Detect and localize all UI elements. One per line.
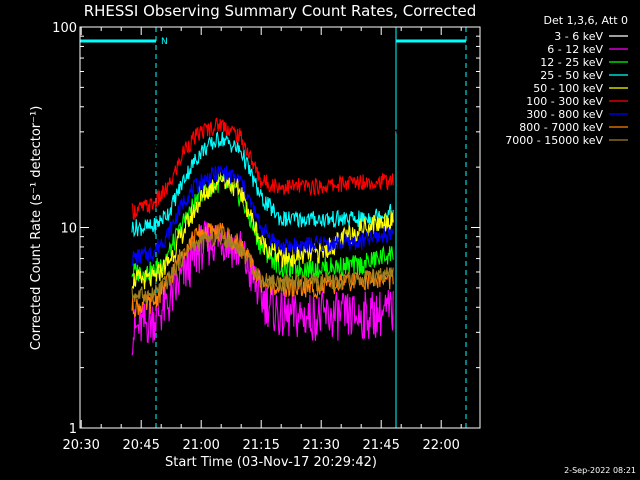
legend-label: 100 - 300 keV	[526, 95, 603, 108]
y-tick-label: 10	[60, 222, 77, 237]
y-tick-label: 100	[52, 21, 77, 36]
series-line-2	[131, 220, 394, 356]
legend-label: 12 - 25 keV	[540, 56, 603, 69]
y-tick-label: 1	[69, 422, 77, 437]
night-marker-label: N	[161, 37, 168, 47]
x-tick-label: 21:00	[182, 438, 219, 453]
series-line-6	[131, 117, 394, 220]
x-tick-label: 20:30	[62, 438, 99, 453]
timestamp-stamp: 2-Sep-2022 08:21	[564, 466, 636, 475]
legend-label: 800 - 7000 keV	[519, 121, 603, 134]
x-tick-label: 21:30	[302, 438, 339, 453]
x-tick-label: 21:15	[242, 438, 279, 453]
legend-label: 6 - 12 keV	[547, 43, 603, 56]
x-axis-label: Start Time (03-Nov-17 20:29:42)	[165, 455, 377, 470]
legend-label: 50 - 100 keV	[533, 82, 603, 95]
series-line-1	[131, 127, 398, 152]
x-tick-label: 22:00	[422, 438, 459, 453]
series-line-7	[131, 164, 394, 266]
chart-title: RHESSI Observing Summary Count Rates, Co…	[84, 2, 477, 20]
legend-label: 25 - 50 keV	[540, 69, 603, 82]
series-line-3	[131, 173, 394, 284]
legend-label: 7000 - 15000 keV	[505, 134, 603, 147]
series-line-9	[131, 228, 394, 305]
series-layer	[131, 117, 398, 356]
x-tick-label: 20:45	[122, 438, 159, 453]
legend-title: Det 1,3,6, Att 0	[544, 14, 628, 27]
series-line-4	[131, 131, 394, 238]
legend-label: 3 - 6 keV	[554, 30, 603, 43]
legend-label: 300 - 800 keV	[526, 108, 603, 121]
axes-layer: 1 10 100 20:30 20:45 21:00 21:15 21:30 21:45 22:0…	[52, 21, 480, 453]
x-tick-label: 21:45	[362, 438, 399, 453]
y-axis-label: Corrected Count Rate (s⁻¹ detector⁻¹)	[29, 106, 44, 351]
